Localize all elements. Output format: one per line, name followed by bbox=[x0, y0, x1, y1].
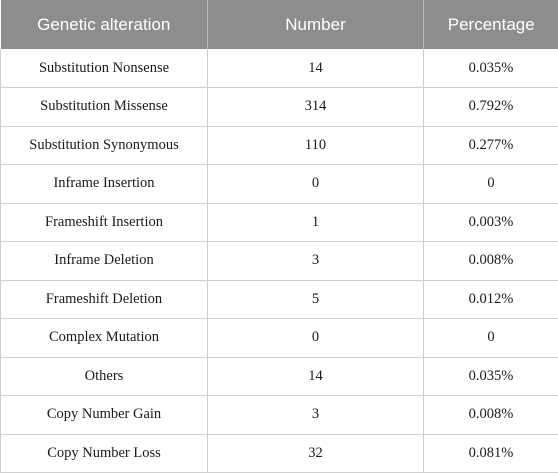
table-row: Frameshift Deletion 5 0.012% bbox=[0, 280, 558, 319]
table-row: Inframe Insertion 0 0 bbox=[0, 164, 558, 204]
cell-number: 0 bbox=[207, 164, 424, 204]
cell-percentage: 0 bbox=[423, 318, 558, 358]
cell-alteration: Substitution Nonsense bbox=[0, 49, 208, 88]
cell-alteration: Frameshift Deletion bbox=[0, 280, 208, 319]
table-row: Inframe Deletion 3 0.008% bbox=[0, 241, 558, 281]
table-row: Frameshift Insertion 1 0.003% bbox=[0, 203, 558, 242]
cell-percentage: 0.008% bbox=[423, 241, 558, 281]
cell-number: 14 bbox=[207, 49, 424, 88]
cell-number: 5 bbox=[207, 280, 424, 319]
header-genetic-alteration: Genetic alteration bbox=[37, 14, 171, 34]
header-percentage: Percentage bbox=[423, 0, 558, 49]
table-row: Copy Number Gain 3 0.008% bbox=[0, 395, 558, 435]
cell-alteration: Complex Mutation bbox=[0, 318, 208, 358]
table-header-row: Genetic alteration Number Percentage bbox=[0, 0, 558, 49]
cell-number: 14 bbox=[207, 357, 424, 396]
cell-percentage: 0.035% bbox=[423, 357, 558, 396]
cell-number: 110 bbox=[207, 126, 424, 165]
cell-number: 0 bbox=[207, 318, 424, 358]
table-row: Others 14 0.035% bbox=[0, 357, 558, 396]
cell-percentage: 0.035% bbox=[423, 49, 558, 88]
table-row: Substitution Missense 314 0.792% bbox=[0, 87, 558, 127]
cell-number: 3 bbox=[207, 395, 424, 435]
table-row: Copy Number Loss 32 0.081% bbox=[0, 434, 558, 473]
cell-alteration: Copy Number Gain bbox=[0, 395, 208, 435]
cell-number: 1 bbox=[207, 203, 424, 242]
cell-alteration: Inframe Deletion bbox=[0, 241, 208, 281]
cell-percentage: 0 bbox=[423, 164, 558, 204]
cell-alteration: Substitution Synonymous bbox=[0, 126, 208, 165]
table-row: Complex Mutation 0 0 bbox=[0, 318, 558, 358]
cell-percentage: 0.792% bbox=[423, 87, 558, 127]
cell-percentage: 0.003% bbox=[423, 203, 558, 242]
cell-number: 3 bbox=[207, 241, 424, 281]
table-row: Substitution Synonymous 110 0.277% bbox=[0, 126, 558, 165]
header-number: Number bbox=[207, 0, 424, 49]
cell-percentage: 0.012% bbox=[423, 280, 558, 319]
cell-alteration: Frameshift Insertion bbox=[0, 203, 208, 242]
cell-number: 314 bbox=[207, 87, 424, 127]
cell-alteration: Others bbox=[0, 357, 208, 396]
cell-number: 32 bbox=[207, 434, 424, 473]
cell-alteration: Substitution Missense bbox=[0, 87, 208, 127]
cell-percentage: 0.008% bbox=[423, 395, 558, 435]
cell-alteration: Copy Number Loss bbox=[0, 434, 208, 473]
table-row: Substitution Nonsense 14 0.035% bbox=[0, 49, 558, 88]
cell-percentage: 0.081% bbox=[423, 434, 558, 473]
cell-percentage: 0.277% bbox=[423, 126, 558, 165]
cell-alteration: Inframe Insertion bbox=[0, 164, 208, 204]
